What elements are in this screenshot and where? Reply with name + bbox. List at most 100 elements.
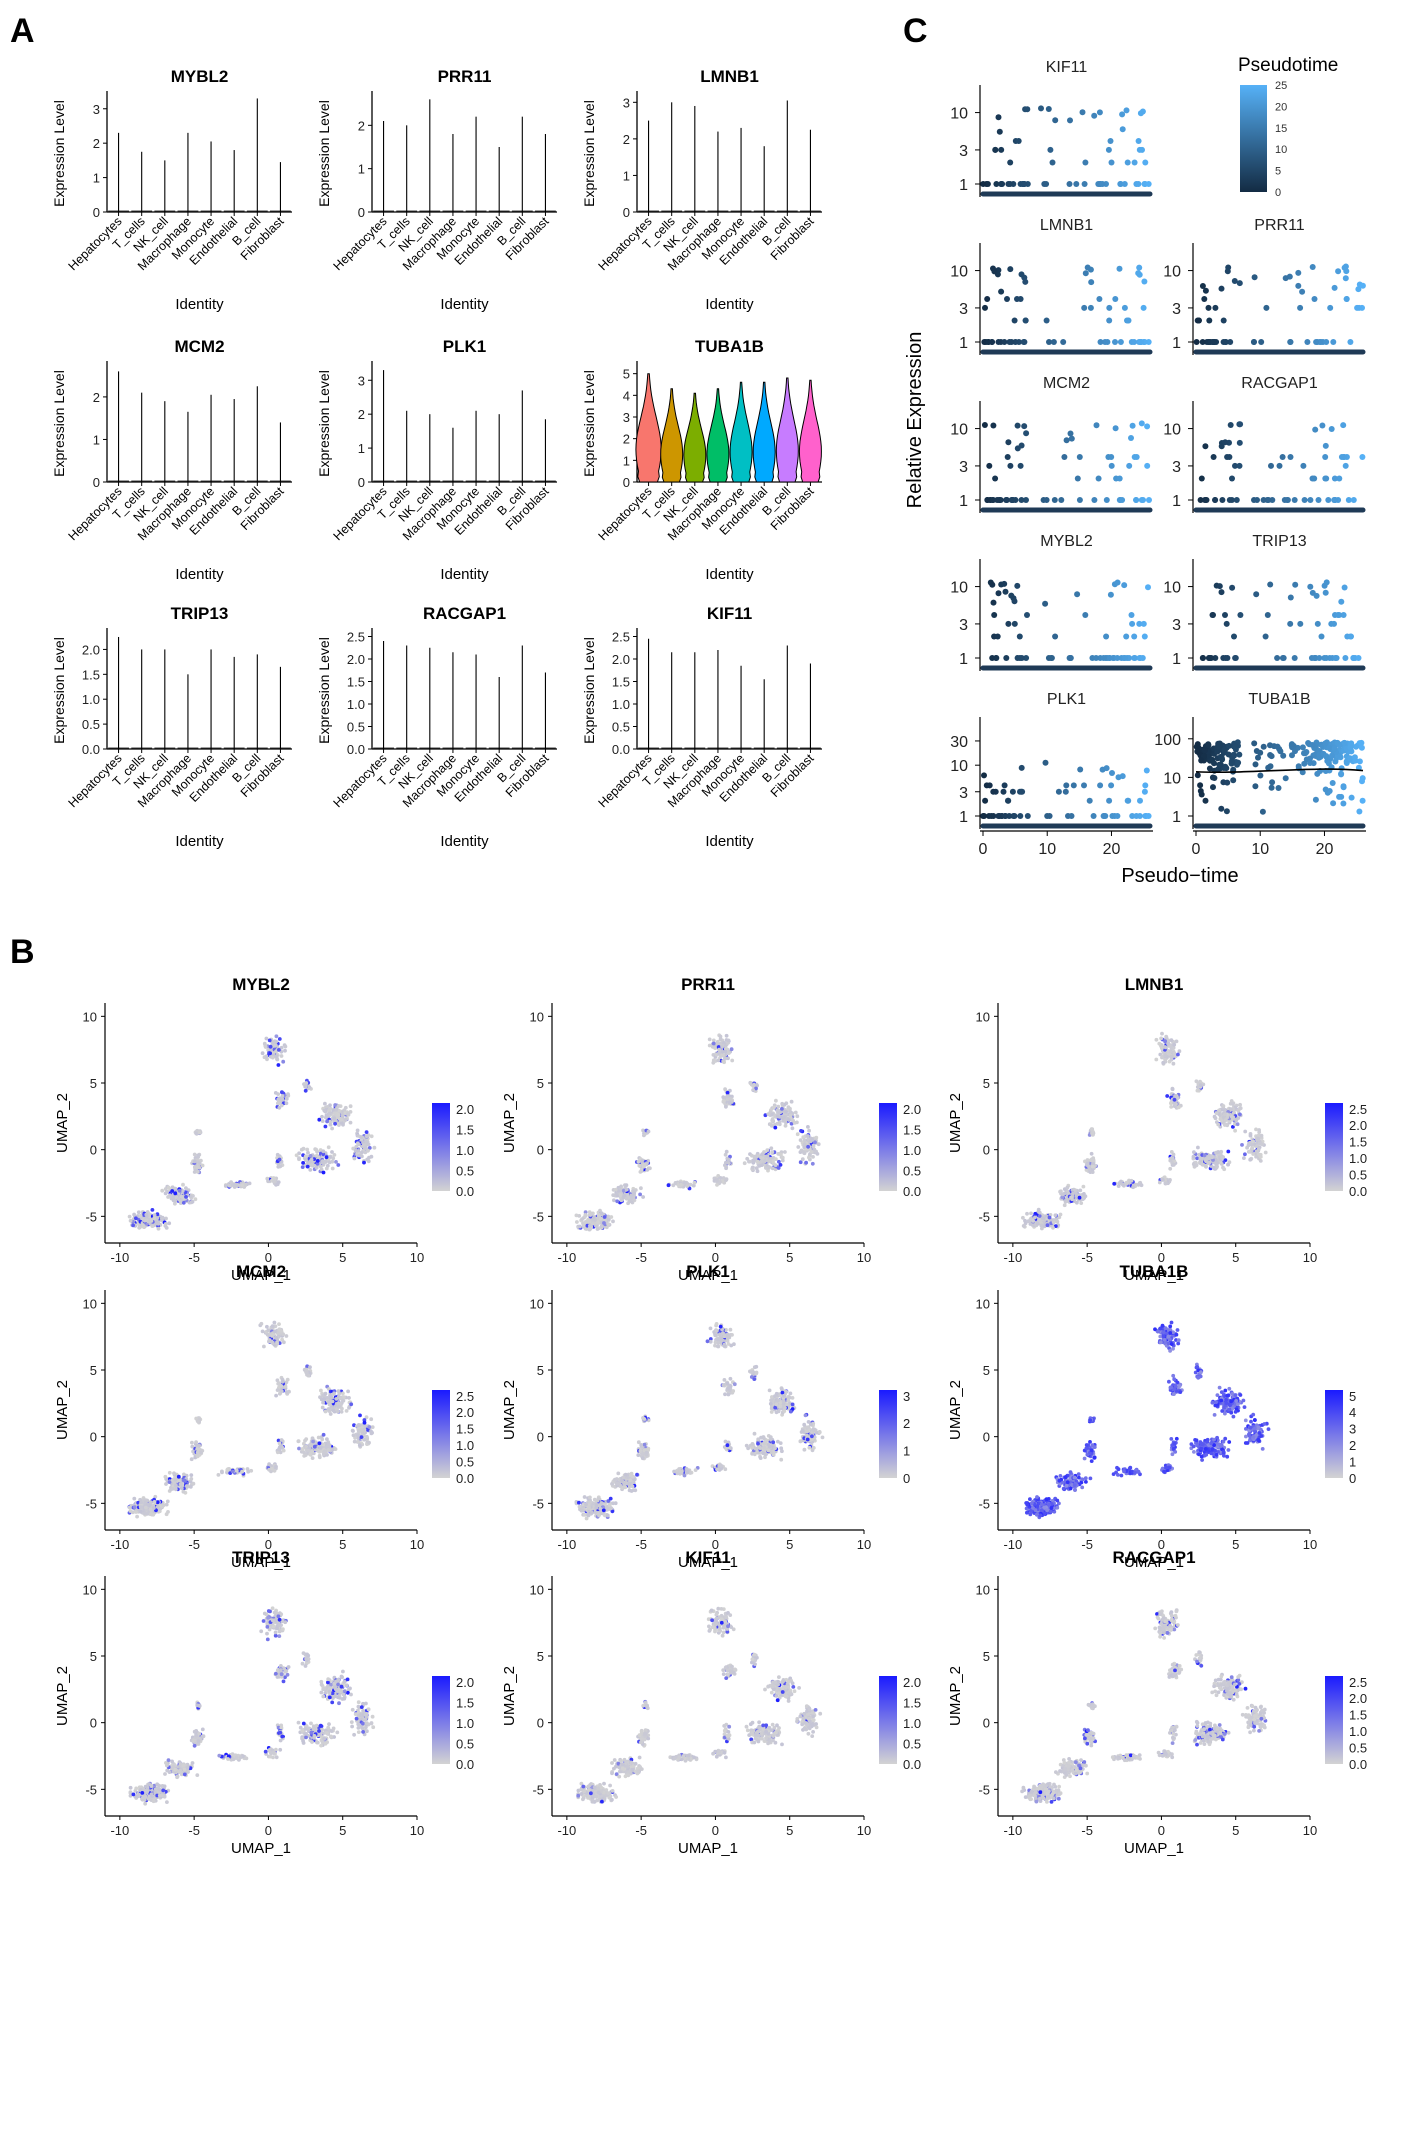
legend-tick-label: 5 — [1275, 166, 1281, 178]
data-point — [1201, 747, 1208, 754]
data-point — [1091, 112, 1098, 119]
data-point — [1194, 772, 1201, 779]
data-point — [1140, 620, 1147, 627]
legend-tick-label: 0.5 — [1349, 1168, 1367, 1183]
cell-point — [769, 1146, 774, 1151]
cell-point — [264, 1054, 269, 1059]
legend-tick-label: 2.5 — [1349, 1102, 1367, 1117]
data-point — [1063, 782, 1070, 789]
data-point — [1255, 754, 1261, 761]
cell-point — [1023, 1218, 1027, 1223]
cell-point — [173, 1477, 178, 1482]
data-point — [1119, 497, 1126, 503]
cell-point — [815, 1152, 820, 1156]
cell-point — [264, 1036, 269, 1041]
data-point — [1097, 339, 1104, 345]
data-point — [1022, 317, 1029, 324]
cell-point — [715, 1183, 719, 1187]
cell-point — [223, 1184, 228, 1188]
data-point — [1216, 744, 1223, 750]
data-point — [1195, 317, 1202, 324]
cell-point — [328, 1412, 333, 1416]
data-point — [1206, 765, 1213, 772]
data-point — [1004, 296, 1010, 302]
cell-point — [795, 1114, 800, 1119]
cell-point — [1169, 1038, 1174, 1043]
cell-point — [1191, 1162, 1196, 1167]
legend-tick-label: 25 — [1275, 80, 1287, 92]
data-point — [1323, 753, 1330, 760]
data-point — [1338, 598, 1345, 605]
cell-point — [304, 1084, 308, 1089]
data-point — [1126, 462, 1133, 469]
cell-point — [811, 1144, 816, 1149]
y-axis-label: UMAP_2 — [54, 1380, 71, 1440]
panel-c-pseudotime-plots: KIF111310LMNB11310PRR111310MCM21310RACGA… — [904, 55, 1366, 887]
y-tick-label: 0 — [537, 1430, 544, 1445]
data-point — [991, 612, 998, 618]
data-point — [1107, 138, 1114, 144]
data-point — [1202, 443, 1209, 450]
data-point — [1074, 475, 1081, 482]
legend-tick-label: 0.0 — [456, 1184, 474, 1199]
cell-point — [330, 1166, 335, 1171]
data-point — [1050, 339, 1057, 345]
data-point — [1000, 788, 1007, 795]
cell-point — [281, 1059, 286, 1064]
cell-point — [725, 1090, 730, 1095]
cell-point — [1160, 1031, 1164, 1036]
cell-point — [786, 1105, 791, 1110]
data-point — [1206, 317, 1213, 324]
cell-point — [167, 1221, 172, 1226]
data-point — [1112, 425, 1119, 432]
cell-point — [1243, 1129, 1248, 1134]
y-tick-label: 1 — [93, 171, 100, 186]
data-point — [1131, 633, 1138, 640]
cell-point — [730, 1058, 735, 1063]
cell-point — [1216, 1122, 1221, 1127]
y-tick-label: 3 — [1172, 617, 1181, 634]
cell-point — [323, 1391, 328, 1396]
data-point — [1101, 813, 1108, 819]
data-point — [1340, 612, 1347, 618]
cell-point — [780, 1158, 785, 1163]
data-point — [1232, 743, 1239, 750]
legend-colorbar — [879, 1103, 897, 1191]
cell-point — [783, 1150, 787, 1154]
data-point — [1001, 339, 1008, 345]
data-point — [1252, 783, 1259, 790]
legend-tick-label: 10 — [1275, 144, 1287, 156]
y-tick-label: 10 — [976, 1009, 990, 1024]
y-tick-label: 3 — [959, 459, 968, 476]
data-point — [1061, 454, 1068, 460]
cell-point — [300, 1165, 305, 1169]
cell-point — [317, 1455, 322, 1460]
data-point — [1276, 462, 1283, 469]
data-point — [1230, 777, 1237, 784]
cell-point — [369, 1417, 374, 1422]
cell-point — [1157, 1041, 1162, 1046]
cell-point — [225, 1468, 230, 1472]
cell-point — [336, 1404, 341, 1409]
y-tick-label: 2.0 — [82, 642, 100, 657]
y-tick-label: 2 — [623, 132, 630, 147]
data-point — [1355, 286, 1362, 293]
cell-point — [789, 1099, 794, 1104]
cell-point — [184, 1484, 189, 1488]
cell-point — [272, 1179, 276, 1184]
cell-point — [196, 1153, 201, 1158]
cell-point — [276, 1063, 281, 1067]
data-point — [1135, 181, 1142, 187]
data-point — [1145, 584, 1151, 591]
cell-point — [340, 1114, 345, 1119]
cell-point — [333, 1121, 337, 1126]
cell-point — [322, 1449, 327, 1454]
data-point — [1280, 752, 1287, 759]
cell-point — [777, 1120, 782, 1125]
data-point — [1316, 655, 1323, 661]
cell-point — [1154, 1037, 1159, 1042]
data-point — [1334, 739, 1341, 746]
data-point — [1018, 271, 1025, 278]
cell-point — [190, 1440, 194, 1445]
cell-point — [1238, 1102, 1242, 1107]
